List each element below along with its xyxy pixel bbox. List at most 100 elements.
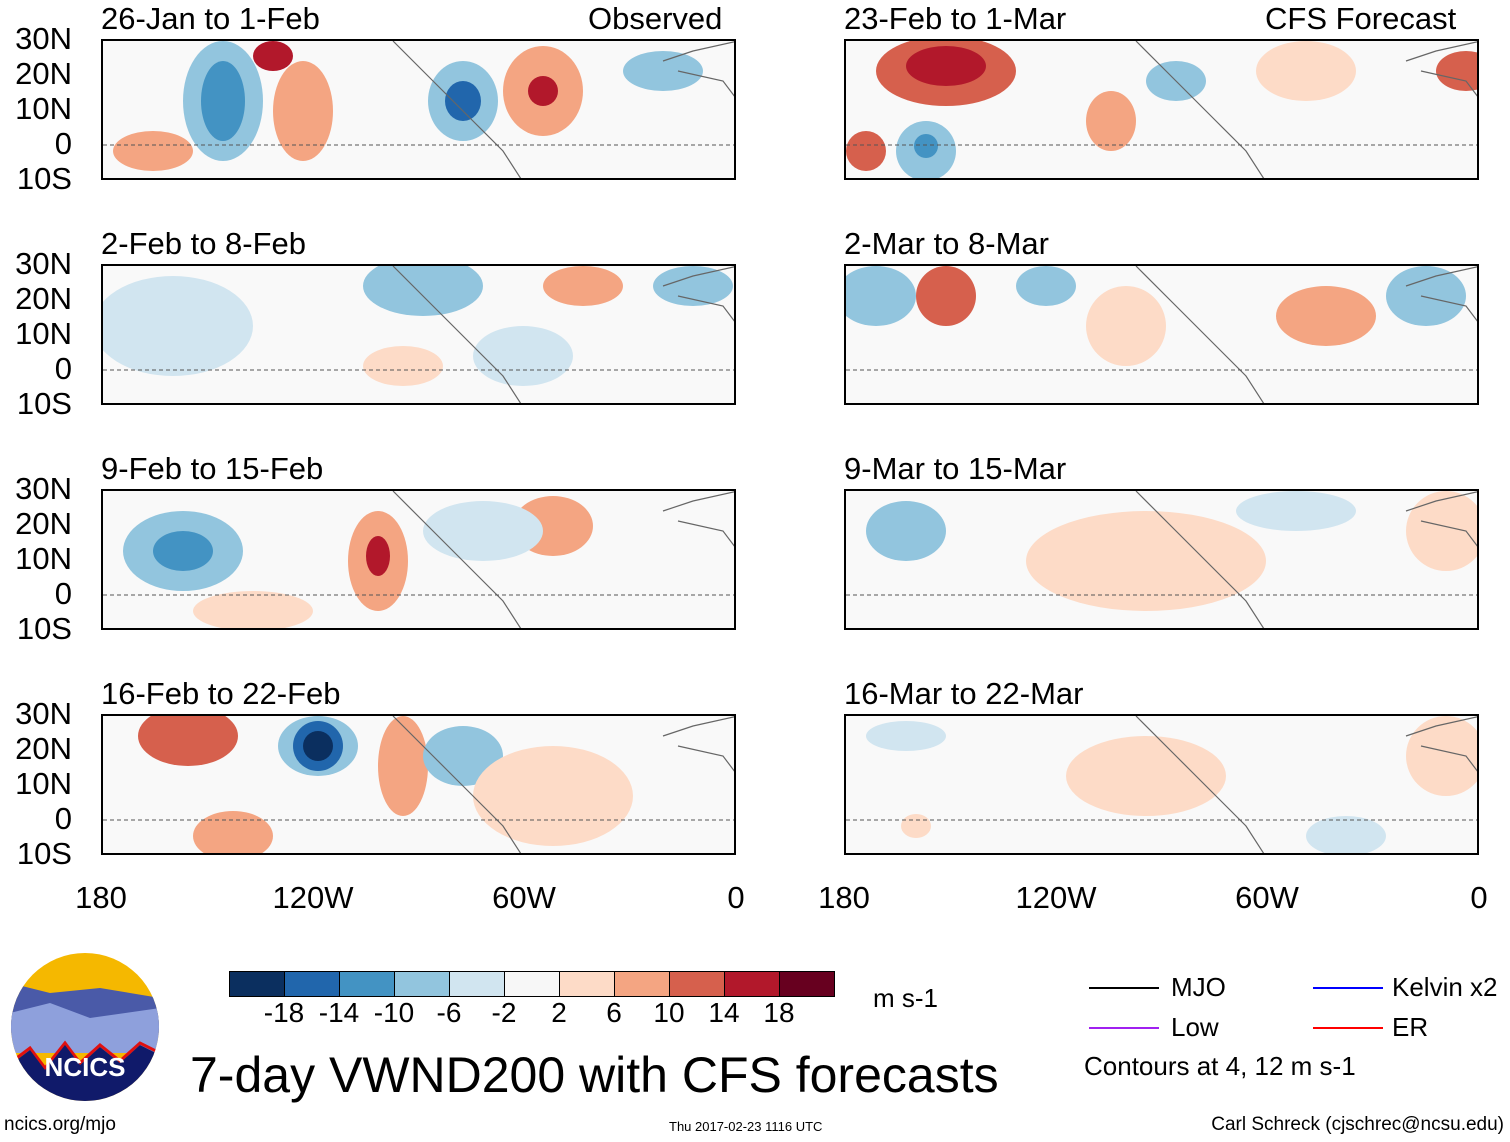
legend-line-er xyxy=(1313,1027,1383,1029)
anomaly-shading xyxy=(423,501,543,561)
lat-label: 10S xyxy=(16,386,72,421)
lat-label: 10N xyxy=(15,541,72,576)
anomaly-shading xyxy=(366,536,390,576)
map-panel xyxy=(101,489,736,630)
map-panel xyxy=(101,264,736,405)
anomaly-shading xyxy=(363,346,443,386)
legend-label-er: ER xyxy=(1392,1012,1429,1042)
anomaly-shading xyxy=(1406,716,1477,796)
lon-label: 120W xyxy=(1015,880,1097,915)
colorbar-label: -10 xyxy=(373,997,415,1028)
anomaly-shading xyxy=(1386,266,1466,326)
anomaly-shading xyxy=(153,531,213,571)
anomaly-shading xyxy=(253,41,293,71)
anomaly-shading xyxy=(623,51,703,91)
map-panel xyxy=(844,264,1479,405)
panel-date-range: 2-Mar to 8-Mar xyxy=(844,226,1049,261)
colorbar-label: 14 xyxy=(708,997,740,1028)
legend-label-kelvin: Kelvin x2 xyxy=(1392,972,1498,1002)
anomaly-shading xyxy=(363,266,483,316)
colorbar-swatch xyxy=(780,972,834,996)
anomaly-shading xyxy=(906,46,986,86)
map-panel xyxy=(101,39,736,180)
anomaly-shading xyxy=(653,266,733,306)
footer-author: Carl Schreck (cjschrec@ncsu.edu) xyxy=(1211,1114,1504,1135)
anomaly-shading xyxy=(543,266,623,306)
anomaly-shading xyxy=(138,716,238,766)
anomaly-shading xyxy=(113,131,193,171)
lon-label: 180 xyxy=(818,880,870,915)
colorbar-swatch xyxy=(725,972,780,996)
lat-label: 0 xyxy=(54,801,72,836)
lat-label: 10N xyxy=(15,91,72,126)
lon-label: 120W xyxy=(272,880,354,915)
anomaly-shading xyxy=(916,266,976,326)
anomaly-shading xyxy=(1016,266,1076,306)
lat-label: 20N xyxy=(15,506,72,541)
lat-label: 30N xyxy=(15,246,72,281)
panel-date-range: 16-Feb to 22-Feb xyxy=(101,676,341,711)
colorbar-swatch xyxy=(230,972,285,996)
anomaly-shading xyxy=(273,61,333,161)
lat-label: 30N xyxy=(15,696,72,731)
anomaly-shading xyxy=(445,81,481,121)
anomaly-shading xyxy=(1276,286,1376,346)
anomaly-shading xyxy=(914,134,938,158)
footer-url[interactable]: ncics.org/mjo xyxy=(4,1114,116,1135)
coastline xyxy=(392,491,734,628)
panel-date-range: 16-Mar to 22-Mar xyxy=(844,676,1084,711)
anomaly-shading xyxy=(1026,511,1266,611)
lat-label: 20N xyxy=(15,731,72,766)
lat-label: 10S xyxy=(16,611,72,646)
panel-date-range: 2-Feb to 8-Feb xyxy=(101,226,307,261)
ncics-logo: NCICS xyxy=(11,953,159,1101)
lat-label: 30N xyxy=(15,21,72,56)
anomaly-shading xyxy=(1086,286,1166,366)
lon-label: 0 xyxy=(727,880,745,915)
footer-timestamp: Thu 2017-02-23 1116 UTC xyxy=(669,1119,823,1134)
lat-label: 0 xyxy=(54,126,72,161)
map-panel xyxy=(101,714,736,855)
observed-header: Observed xyxy=(588,1,723,36)
anomaly-shading xyxy=(1086,91,1136,151)
colorbar-label: 6 xyxy=(606,997,622,1028)
anomaly-shading xyxy=(423,726,503,786)
map-panel xyxy=(844,39,1479,180)
colorbar-label: 2 xyxy=(551,997,567,1028)
coastline xyxy=(392,266,734,403)
figure-title: 7-day VWND200 with CFS forecasts xyxy=(190,1047,999,1103)
lon-label: 60W xyxy=(1235,880,1299,915)
colorbar-swatch xyxy=(340,972,395,996)
anomaly-shading xyxy=(1066,736,1226,816)
lat-label: 0 xyxy=(54,576,72,611)
panel-date-range: 26-Jan to 1-Feb xyxy=(101,1,320,36)
anomaly-shading xyxy=(1436,51,1477,91)
lat-label: 30N xyxy=(15,471,72,506)
legend-line-kelvin xyxy=(1313,987,1383,989)
coastline xyxy=(1135,266,1477,403)
anomaly-shading xyxy=(193,811,273,853)
legend-label-mjo: MJO xyxy=(1171,972,1226,1002)
anomaly-shading xyxy=(193,591,313,628)
lat-label: 10N xyxy=(15,316,72,351)
lat-label: 20N xyxy=(15,281,72,316)
legend-line-mjo xyxy=(1089,987,1159,989)
anomaly-shading xyxy=(846,131,886,171)
lon-label: 60W xyxy=(492,880,556,915)
lat-label: 10S xyxy=(16,836,72,871)
colorbar-swatch xyxy=(450,972,505,996)
colorbar-units: m s-1 xyxy=(873,983,938,1013)
lat-label: 20N xyxy=(15,56,72,91)
colorbar-label: 10 xyxy=(653,997,685,1028)
lat-label: 10N xyxy=(15,766,72,801)
anomaly-shading xyxy=(103,276,253,376)
colorbar-swatch xyxy=(670,972,725,996)
coastline xyxy=(392,716,734,853)
lon-label: 0 xyxy=(1470,880,1488,915)
panel-date-range: 9-Mar to 15-Mar xyxy=(844,451,1067,486)
map-panel xyxy=(844,714,1479,855)
forecast-header: CFS Forecast xyxy=(1265,1,1457,36)
contour-note: Contours at 4, 12 m s-1 xyxy=(1084,1051,1356,1081)
panel-date-range: 9-Feb to 15-Feb xyxy=(101,451,324,486)
